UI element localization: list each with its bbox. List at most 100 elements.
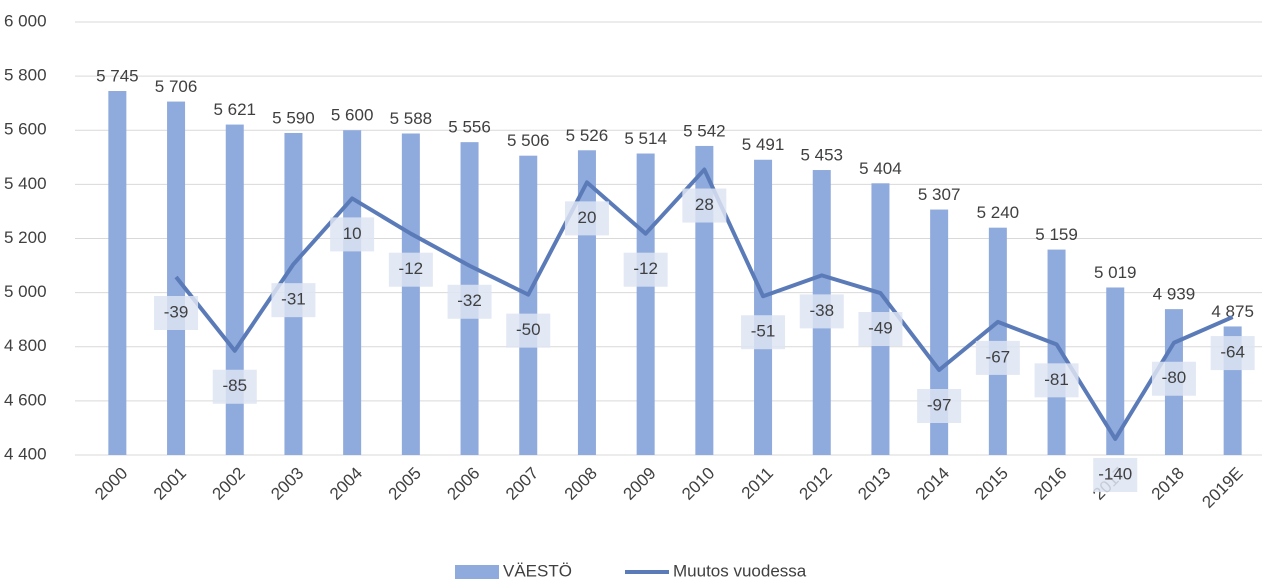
bar-value-label: 5 159 — [1035, 225, 1078, 244]
bar-value-label: 5 514 — [624, 129, 667, 148]
label-box — [741, 315, 786, 350]
label-box — [799, 294, 844, 329]
bar-value-label: 5 588 — [390, 109, 433, 128]
label-box — [564, 201, 609, 236]
line-value-label: -49 — [868, 319, 893, 338]
bar-value-label: 5 600 — [331, 106, 374, 125]
line-value-label: -64 — [1220, 343, 1245, 362]
x-tick-label: 2019E — [1198, 464, 1246, 512]
label-box — [917, 389, 962, 424]
x-tick-label: 2005 — [385, 464, 425, 504]
line-value-label: -140 — [1098, 464, 1132, 483]
x-tick-label: 2015 — [972, 464, 1012, 504]
x-tick-label: 2002 — [209, 464, 249, 504]
line-value-label: -38 — [809, 301, 834, 320]
x-tick-label: 2004 — [326, 464, 366, 504]
bar-value-label: 5 404 — [859, 159, 902, 178]
line-value-label: 28 — [695, 195, 714, 214]
bar — [401, 133, 420, 455]
label-box — [682, 188, 727, 223]
line-value-label: -39 — [164, 302, 189, 321]
x-tick-label: 2010 — [678, 464, 718, 504]
label-box — [1093, 457, 1138, 492]
bar-value-label: 5 706 — [155, 77, 198, 96]
bar — [695, 145, 714, 456]
line-value-label: 20 — [577, 208, 596, 227]
legend-label: VÄESTÖ — [503, 561, 572, 580]
bar-value-label: 4 875 — [1211, 302, 1254, 321]
bar-value-label: 5 019 — [1094, 263, 1137, 282]
bar — [1106, 287, 1125, 455]
label-box — [858, 312, 903, 347]
x-tick-label: 2003 — [267, 464, 307, 504]
bar-value-label: 5 542 — [683, 121, 726, 140]
x-tick-label: 2014 — [913, 464, 953, 504]
line-value-label: -81 — [1044, 370, 1069, 389]
bar — [636, 153, 655, 455]
line-value-label: -31 — [281, 290, 306, 309]
bar-value-label: 5 590 — [272, 108, 315, 127]
x-tick-label: 2000 — [91, 464, 131, 504]
label-box — [154, 295, 199, 330]
y-tick-label: 5 800 — [4, 66, 47, 85]
line-value-label: 10 — [343, 224, 362, 243]
label-box — [1151, 361, 1196, 396]
bar — [519, 155, 538, 455]
bar-value-label: 5 491 — [742, 135, 785, 154]
bar-value-label: 4 939 — [1153, 285, 1196, 304]
bar — [225, 124, 244, 456]
bar-value-label: 5 506 — [507, 131, 550, 150]
y-tick-label: 4 600 — [4, 390, 47, 409]
x-tick-label: 2001 — [150, 464, 190, 504]
label-box — [1034, 363, 1079, 398]
y-tick-label: 5 600 — [4, 120, 47, 139]
label-box — [388, 252, 433, 287]
y-tick-label: 5 400 — [4, 174, 47, 193]
line — [174, 167, 1234, 441]
line-value-label: -32 — [457, 291, 482, 310]
label-box — [506, 313, 551, 348]
x-tick-label: 2009 — [619, 464, 659, 504]
line-value-label: -51 — [751, 322, 776, 341]
y-tick-label: 6 000 — [4, 11, 47, 30]
line-value-label: -97 — [927, 395, 952, 414]
line-value-label: -50 — [516, 320, 541, 339]
bar-value-label: 5 453 — [800, 146, 843, 165]
x-tick-label: 2016 — [1030, 464, 1070, 504]
line-value-label: -85 — [222, 376, 247, 395]
x-tick-label: 2012 — [796, 464, 836, 504]
x-tick-label: 2013 — [854, 464, 894, 504]
y-tick-label: 4 400 — [4, 444, 47, 463]
legend-swatch — [455, 565, 499, 579]
label-box — [271, 283, 316, 318]
label-box — [330, 217, 375, 252]
label-box — [975, 340, 1020, 375]
x-tick-label: 2011 — [738, 464, 777, 503]
legend-label: Muutos vuodessa — [673, 561, 807, 580]
line-value-label: -12 — [399, 259, 424, 278]
line-value-label: -80 — [1162, 368, 1187, 387]
x-tick-label: 2008 — [561, 464, 601, 504]
label-box — [447, 284, 492, 319]
x-tick-label: 2006 — [443, 464, 483, 504]
label-box — [623, 252, 668, 287]
bar-value-label: 5 526 — [566, 126, 609, 145]
y-tick-label: 5 000 — [4, 282, 47, 301]
bar-value-label: 5 745 — [96, 66, 139, 85]
label-box — [1210, 336, 1255, 371]
bar-value-label: 5 556 — [448, 118, 491, 137]
line-value-label: -12 — [633, 259, 658, 278]
bar — [108, 91, 127, 456]
x-tick-label: 2007 — [502, 464, 542, 504]
bar-value-label: 5 621 — [213, 100, 256, 119]
y-tick-label: 4 800 — [4, 336, 47, 355]
bar — [754, 159, 773, 456]
y-tick-label: 5 200 — [4, 228, 47, 247]
bar-value-label: 5 240 — [977, 203, 1020, 222]
label-box — [212, 369, 257, 404]
bar — [1047, 249, 1066, 455]
bar-value-label: 5 307 — [918, 185, 961, 204]
bar — [343, 130, 362, 455]
line-value-label: -67 — [986, 347, 1011, 366]
